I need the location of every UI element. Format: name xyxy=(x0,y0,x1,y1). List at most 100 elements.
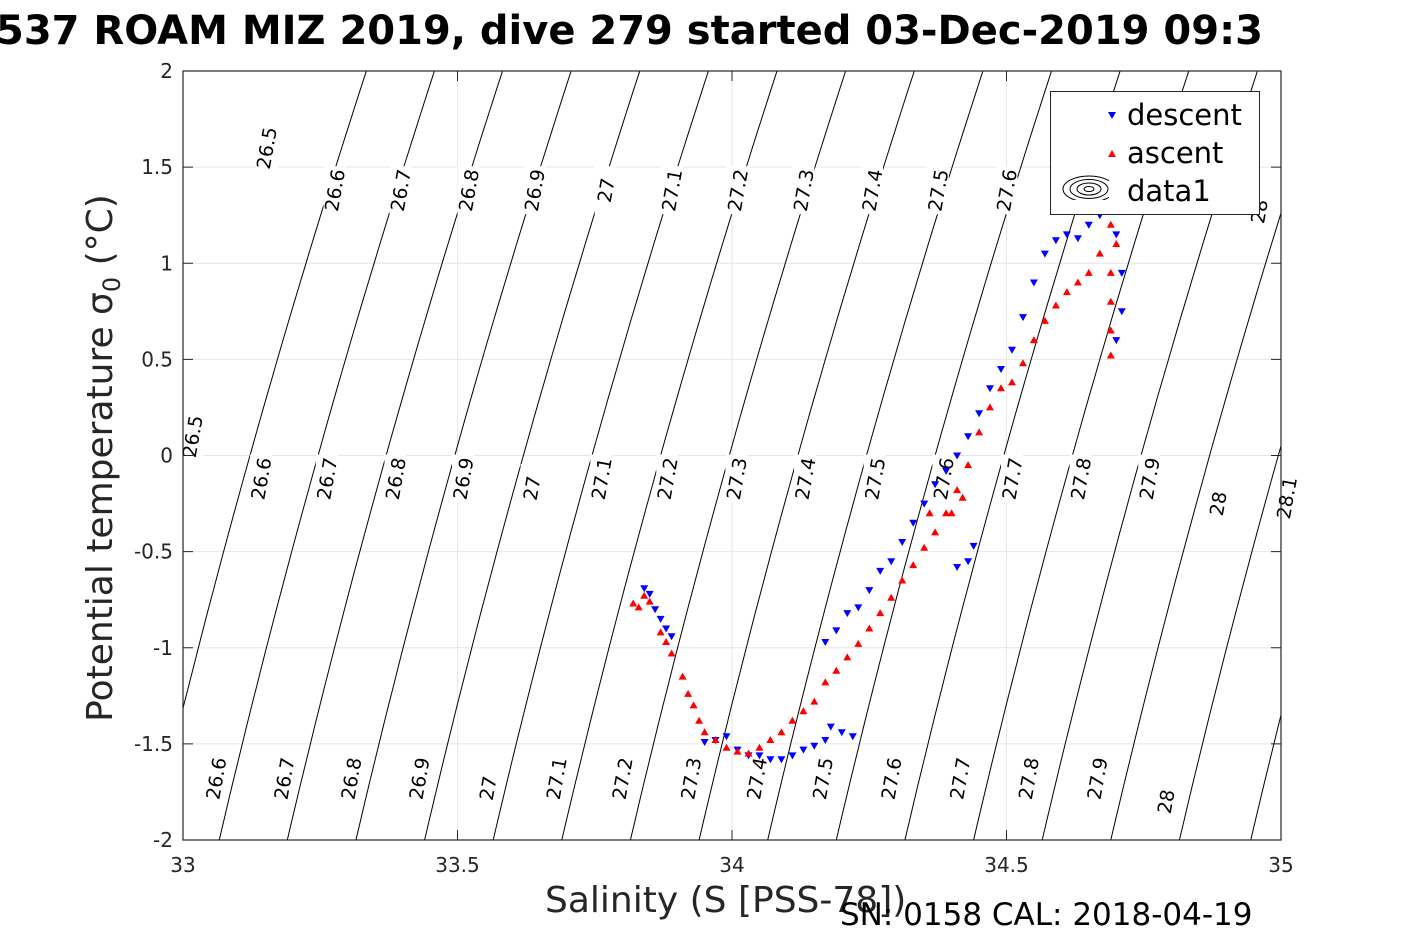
descent-point xyxy=(1112,231,1121,239)
isopycnal-label-bg xyxy=(811,754,834,803)
isopycnal-label: 27 xyxy=(476,774,502,802)
ascent-point xyxy=(766,736,775,743)
descent-point xyxy=(755,752,764,760)
y-axis-label-subscript: 0 xyxy=(98,276,127,293)
isopycnal-label-bg xyxy=(545,754,568,803)
descent-point xyxy=(1008,346,1016,354)
descent-point xyxy=(777,756,786,764)
isopycnal-label-bg xyxy=(656,454,679,503)
descent-point xyxy=(645,590,654,598)
descent-point xyxy=(1029,279,1038,287)
y-tick-label: -1.5 xyxy=(134,732,173,756)
isopycnal-label-bg xyxy=(794,454,817,503)
descent-point xyxy=(700,739,709,746)
ascent-point xyxy=(997,384,1005,392)
y-tick-label: 1.5 xyxy=(141,155,173,179)
descent-point xyxy=(942,467,951,475)
isopycnal-label-bg xyxy=(792,166,815,215)
isopycnal-label-bg xyxy=(204,754,227,803)
isopycnal-label-bg xyxy=(520,464,543,513)
x-tick-label: 33.5 xyxy=(435,853,480,877)
isopycnal-label-bg xyxy=(590,454,613,503)
descent-point xyxy=(887,558,896,566)
y-axis-label-main: Potential temperature xyxy=(79,314,121,722)
legend-entry-data1: data1 xyxy=(1051,172,1259,208)
y-tick-label: -1 xyxy=(153,636,173,660)
descent-point xyxy=(788,752,797,760)
ascent-point xyxy=(700,728,709,736)
ascent-point xyxy=(876,609,885,617)
y-tick-label: 1 xyxy=(160,251,173,275)
legend-label: data1 xyxy=(1127,174,1211,208)
descent-point xyxy=(931,481,940,489)
descent-point xyxy=(826,723,835,731)
chart-title: 537 ROAM MIZ 2019, dive 279 started 03-D… xyxy=(0,8,1263,54)
descent-point xyxy=(821,639,830,646)
isopycnal-label-bg xyxy=(926,166,949,215)
ascent-point xyxy=(975,428,984,436)
ascent-point xyxy=(1106,351,1115,359)
descent-point xyxy=(964,558,973,566)
ascent-point xyxy=(1029,336,1038,344)
isopycnal-label-bg xyxy=(1138,454,1161,503)
descent-point xyxy=(843,610,852,618)
legend-label: ascent xyxy=(1127,136,1224,170)
ascent-point xyxy=(695,716,704,724)
ascent-point xyxy=(722,743,731,751)
isopycnal-label-bg xyxy=(594,166,617,215)
ascent-point xyxy=(755,743,764,751)
descent-point xyxy=(1040,250,1049,258)
y-axis-label: Potential temperature σ0 (°C) xyxy=(80,194,126,722)
isopycnal-label-bg xyxy=(457,166,480,215)
ascent-point xyxy=(1040,316,1049,324)
descent-point xyxy=(997,366,1005,373)
isopycnal-label: 27 xyxy=(594,177,620,205)
y-axis-ticks: -2 -1.5 -1 -0.5 0 0.5 1 1.5 2 xyxy=(134,59,1281,852)
x-axis-label: Salinity (S [PSS-78]) xyxy=(545,880,907,921)
ascent-point xyxy=(810,697,819,705)
ascent-point xyxy=(1051,301,1060,309)
isopycnal-label-bg xyxy=(1206,479,1229,528)
ascent-point xyxy=(788,716,797,724)
ascent-point xyxy=(1095,249,1104,257)
ascent-point xyxy=(629,599,638,607)
descent-point xyxy=(766,756,775,764)
triangle-up-icon xyxy=(1108,150,1116,157)
isopycnal-label-bg xyxy=(1069,454,1092,503)
isopycnal-label: 28 xyxy=(1154,788,1180,816)
ascent-point xyxy=(689,701,698,709)
ascent-point xyxy=(678,672,687,680)
descent-point xyxy=(876,567,885,575)
descent-point xyxy=(975,410,984,418)
ascent-point xyxy=(953,486,962,494)
isopycnal-label-bg xyxy=(1017,754,1040,803)
ascent-point xyxy=(662,638,671,645)
ascent-point xyxy=(1106,220,1115,228)
ascent-point xyxy=(887,593,896,601)
isopycnal-label-bg xyxy=(932,454,955,503)
descent-point xyxy=(837,729,846,737)
ascent-point xyxy=(843,653,852,661)
ascent-point xyxy=(1073,278,1082,286)
descent-point xyxy=(1073,235,1082,243)
descent-point xyxy=(920,500,929,508)
y-axis-label-unit: (°C) xyxy=(79,194,121,277)
ascent-point xyxy=(684,689,693,697)
ascent-point xyxy=(821,678,830,686)
ascent-point xyxy=(947,509,956,517)
y-tick-label: -0.5 xyxy=(134,540,173,564)
isopycnal-label-bg xyxy=(863,454,886,503)
isopycnal-label-bg xyxy=(339,754,362,803)
y-tick-label: 0 xyxy=(160,444,173,468)
density-contour-labels: 26.526.526.626.626.626.726.726.726.826.8… xyxy=(179,123,1302,826)
x-tick-label: 33 xyxy=(170,853,195,877)
descent-point xyxy=(986,385,994,393)
ascent-point xyxy=(1084,268,1093,276)
isopycnal-label-bg xyxy=(745,754,768,803)
isopycnal-label: 27 xyxy=(520,475,546,503)
isopycnal-label-bg xyxy=(315,454,338,503)
isopycnal-label-bg xyxy=(181,412,204,461)
isopycnal-label-bg xyxy=(611,754,634,803)
descent-point xyxy=(810,742,819,750)
descent-point xyxy=(953,452,962,460)
